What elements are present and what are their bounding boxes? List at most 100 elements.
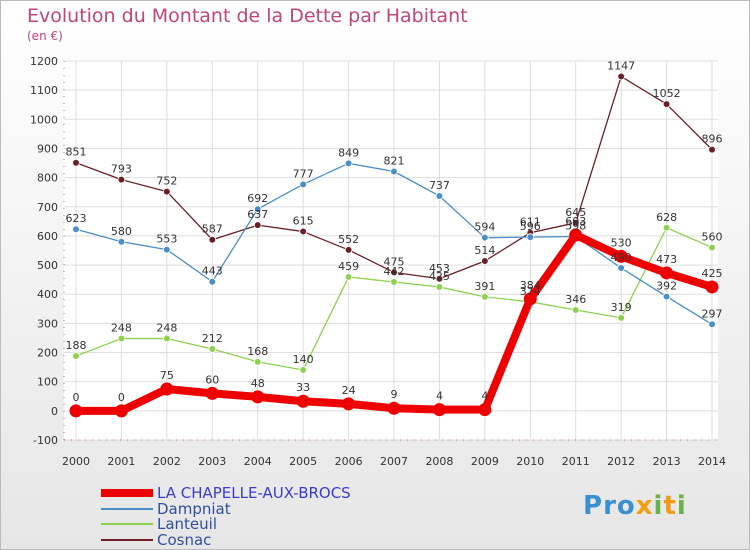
data-label: 737 (429, 179, 450, 192)
data-point (344, 159, 353, 168)
data-point (571, 219, 580, 227)
y-tick-label: 100 (37, 376, 58, 389)
y-tick-label: 200 (37, 347, 58, 360)
data-label: 615 (293, 215, 314, 228)
legend-swatch (101, 507, 153, 510)
data-label: 793 (111, 163, 132, 176)
data-label: 374 (520, 285, 541, 298)
data-point (205, 386, 219, 400)
data-label: 896 (702, 133, 723, 146)
y-tick-label: 1200 (30, 55, 58, 68)
data-point (481, 257, 489, 265)
y-tick-label: 300 (37, 317, 58, 330)
data-point (117, 334, 126, 343)
data-point (344, 273, 353, 281)
data-label: 33 (296, 381, 310, 394)
data-label: 60 (205, 373, 219, 386)
data-point (208, 345, 217, 353)
data-label: 821 (384, 154, 405, 167)
x-tick-label: 2013 (653, 455, 681, 468)
data-point (160, 382, 174, 396)
data-label: 248 (156, 322, 177, 335)
data-point (478, 403, 492, 417)
data-label: 1147 (607, 59, 635, 72)
data-label: 443 (202, 265, 223, 278)
data-label: 596 (520, 220, 541, 233)
data-point (571, 306, 580, 314)
data-point (296, 394, 310, 408)
data-label: 752 (156, 175, 177, 188)
x-tick-label: 2011 (562, 455, 590, 468)
data-label: 587 (202, 223, 223, 236)
data-point (208, 277, 217, 286)
data-label: 459 (338, 260, 359, 273)
data-point (708, 145, 716, 154)
data-point (662, 223, 671, 232)
data-point (253, 358, 262, 366)
data-point (523, 292, 537, 306)
data-label: 692 (247, 192, 268, 205)
data-label: 851 (66, 146, 87, 159)
data-point (614, 249, 628, 263)
x-tick-label: 2001 (107, 455, 135, 468)
x-tick-label: 2006 (335, 455, 363, 468)
data-label: 623 (66, 212, 87, 225)
data-label: 248 (111, 322, 132, 335)
x-tick-label: 2004 (244, 455, 272, 468)
data-point (299, 227, 307, 236)
x-tick-label: 2005 (289, 455, 317, 468)
data-point (660, 266, 674, 280)
data-point (72, 352, 80, 360)
data-label: 560 (702, 231, 723, 244)
data-point (114, 404, 128, 418)
x-tick-label: 2012 (607, 455, 635, 468)
data-label: 297 (702, 307, 723, 320)
y-tick-label: 500 (37, 259, 58, 272)
data-label: 212 (202, 332, 223, 345)
y-tick-label: 800 (37, 172, 58, 185)
data-label: 594 (474, 221, 495, 234)
data-point (208, 235, 217, 244)
legend-label: Cosnac (157, 530, 212, 549)
data-point (617, 314, 625, 322)
data-point (526, 233, 535, 241)
legend-label: LA CHAPELLE-AUX-BROCS (157, 484, 351, 502)
data-label: 628 (656, 211, 677, 224)
data-point (69, 404, 83, 418)
data-point (390, 268, 398, 277)
proxiti-logo: Proxiti (583, 491, 687, 521)
data-point (435, 274, 444, 283)
x-tick-label: 2003 (198, 455, 226, 468)
data-label: 346 (565, 293, 586, 306)
x-tick-label: 2000 (62, 455, 90, 468)
data-label: 645 (565, 206, 586, 219)
legend-swatch (101, 523, 153, 525)
y-tick-label: 600 (37, 230, 58, 243)
data-label: 24 (342, 384, 356, 397)
data-label: 48 (251, 377, 265, 390)
data-label: 0 (73, 391, 80, 404)
data-label: 530 (611, 236, 632, 249)
y-tick-label: 1100 (30, 84, 58, 97)
data-label: 490 (611, 251, 632, 264)
data-label: 140 (293, 353, 314, 366)
data-label: 4 (481, 390, 488, 403)
y-tick-label: 400 (37, 288, 58, 301)
data-point (435, 283, 444, 291)
data-label: 552 (338, 233, 359, 246)
y-tick-label: 0 (51, 405, 58, 418)
x-tick-label: 2014 (698, 455, 726, 468)
data-label: 384 (520, 279, 541, 292)
data-point (481, 233, 489, 242)
y-tick-label: 700 (37, 201, 58, 214)
data-point (299, 180, 307, 189)
chart-title: Evolution du Montant de la Dette par Hab… (27, 5, 468, 27)
data-label: 514 (474, 244, 495, 257)
x-tick-label: 2009 (471, 455, 499, 468)
data-label: 777 (293, 167, 314, 180)
data-label: 442 (384, 265, 405, 278)
data-label: 4 (436, 390, 443, 403)
data-label: 75 (160, 369, 174, 382)
